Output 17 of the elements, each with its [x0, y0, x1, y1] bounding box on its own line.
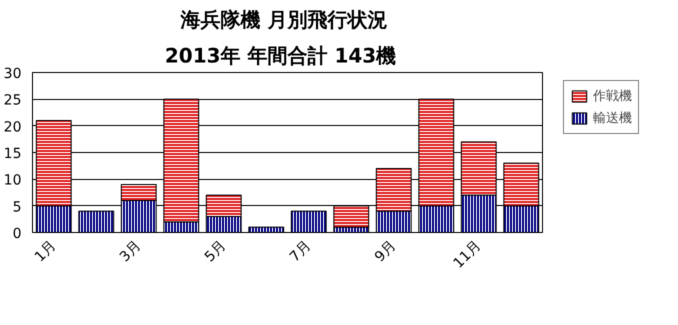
legend-label: 作戦機: [593, 88, 632, 105]
x-tick-label: 5月: [202, 238, 230, 266]
x-tick-label: 9月: [372, 238, 400, 266]
x-tick-label: 1月: [32, 238, 60, 266]
y-tick-label: 0: [12, 226, 22, 242]
x-tick-label: 7月: [286, 238, 314, 266]
y-tick-label: 30: [4, 66, 22, 82]
x-tick-label: 11月: [450, 238, 484, 272]
y-tick-label: 25: [4, 92, 22, 109]
y-tick-label: 10: [4, 172, 22, 189]
y-tick-label: 15: [4, 146, 22, 162]
chart-title: 海兵隊機 月別飛行状況: [180, 8, 388, 32]
chart-subtitle: 2013年 年間合計 143機: [164, 44, 396, 68]
y-tick-label: 5: [12, 199, 22, 216]
y-tick-label: 20: [4, 119, 22, 136]
x-tick-label: 3月: [116, 238, 144, 266]
legend-label: 輸送機: [593, 110, 632, 127]
